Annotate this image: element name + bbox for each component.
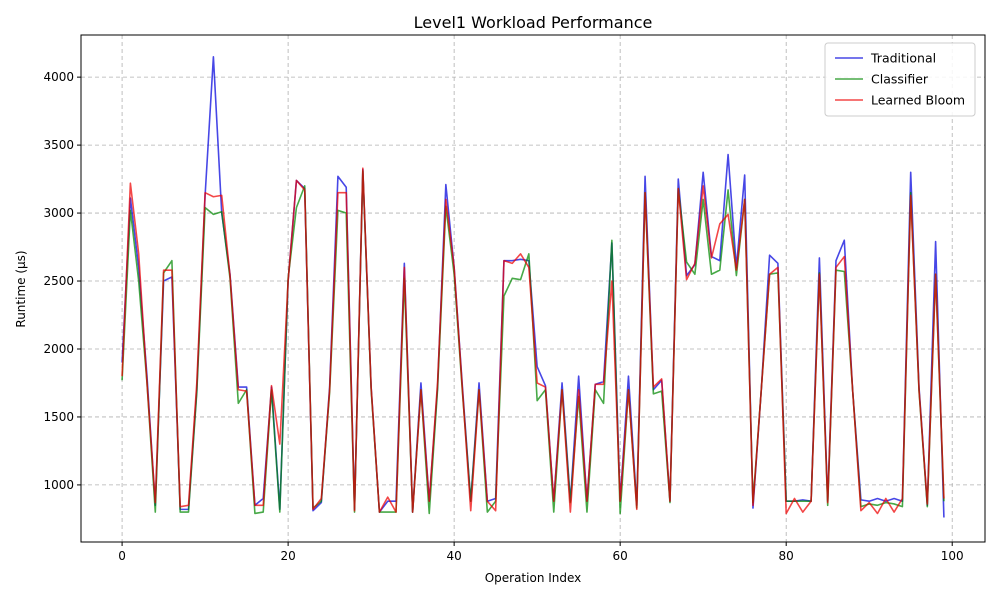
- y-tick-label: 1500: [43, 410, 74, 424]
- legend-label: Classifier: [871, 72, 929, 87]
- series-line-learned-bloom: [121, 167, 945, 515]
- plot-frame: [80, 34, 986, 543]
- y-tick-label: 3000: [43, 206, 74, 220]
- y-axis-label: Runtime (µs): [14, 250, 28, 327]
- y-tick-label: 4000: [43, 70, 74, 84]
- x-axis-label: Operation Index: [485, 571, 582, 585]
- x-tick-label: 100: [941, 549, 964, 563]
- y-tick-label: 2000: [43, 342, 74, 356]
- chart-title: Level1 Workload Performance: [414, 13, 653, 32]
- ticks: 0 20 40 60 80 100 1000 1500 2000 2500 3000 3500 4000: [43, 70, 963, 563]
- x-tick-label: 20: [280, 549, 295, 563]
- legend-box: [824, 42, 976, 117]
- x-tick-label: 0: [118, 549, 126, 563]
- grid: [81, 35, 985, 542]
- y-tick-label: 2500: [43, 274, 74, 288]
- legend-label: Learned Bloom: [871, 93, 965, 108]
- legend: Traditional Classifier Learned Bloom: [824, 42, 976, 117]
- y-tick-label: 3500: [43, 138, 74, 152]
- series-layer: [121, 55, 945, 518]
- legend-label: Traditional: [870, 51, 936, 66]
- x-tick-label: 40: [446, 549, 461, 563]
- y-tick-label: 1000: [43, 478, 74, 492]
- x-tick-label: 60: [613, 549, 628, 563]
- x-tick-label: 80: [779, 549, 794, 563]
